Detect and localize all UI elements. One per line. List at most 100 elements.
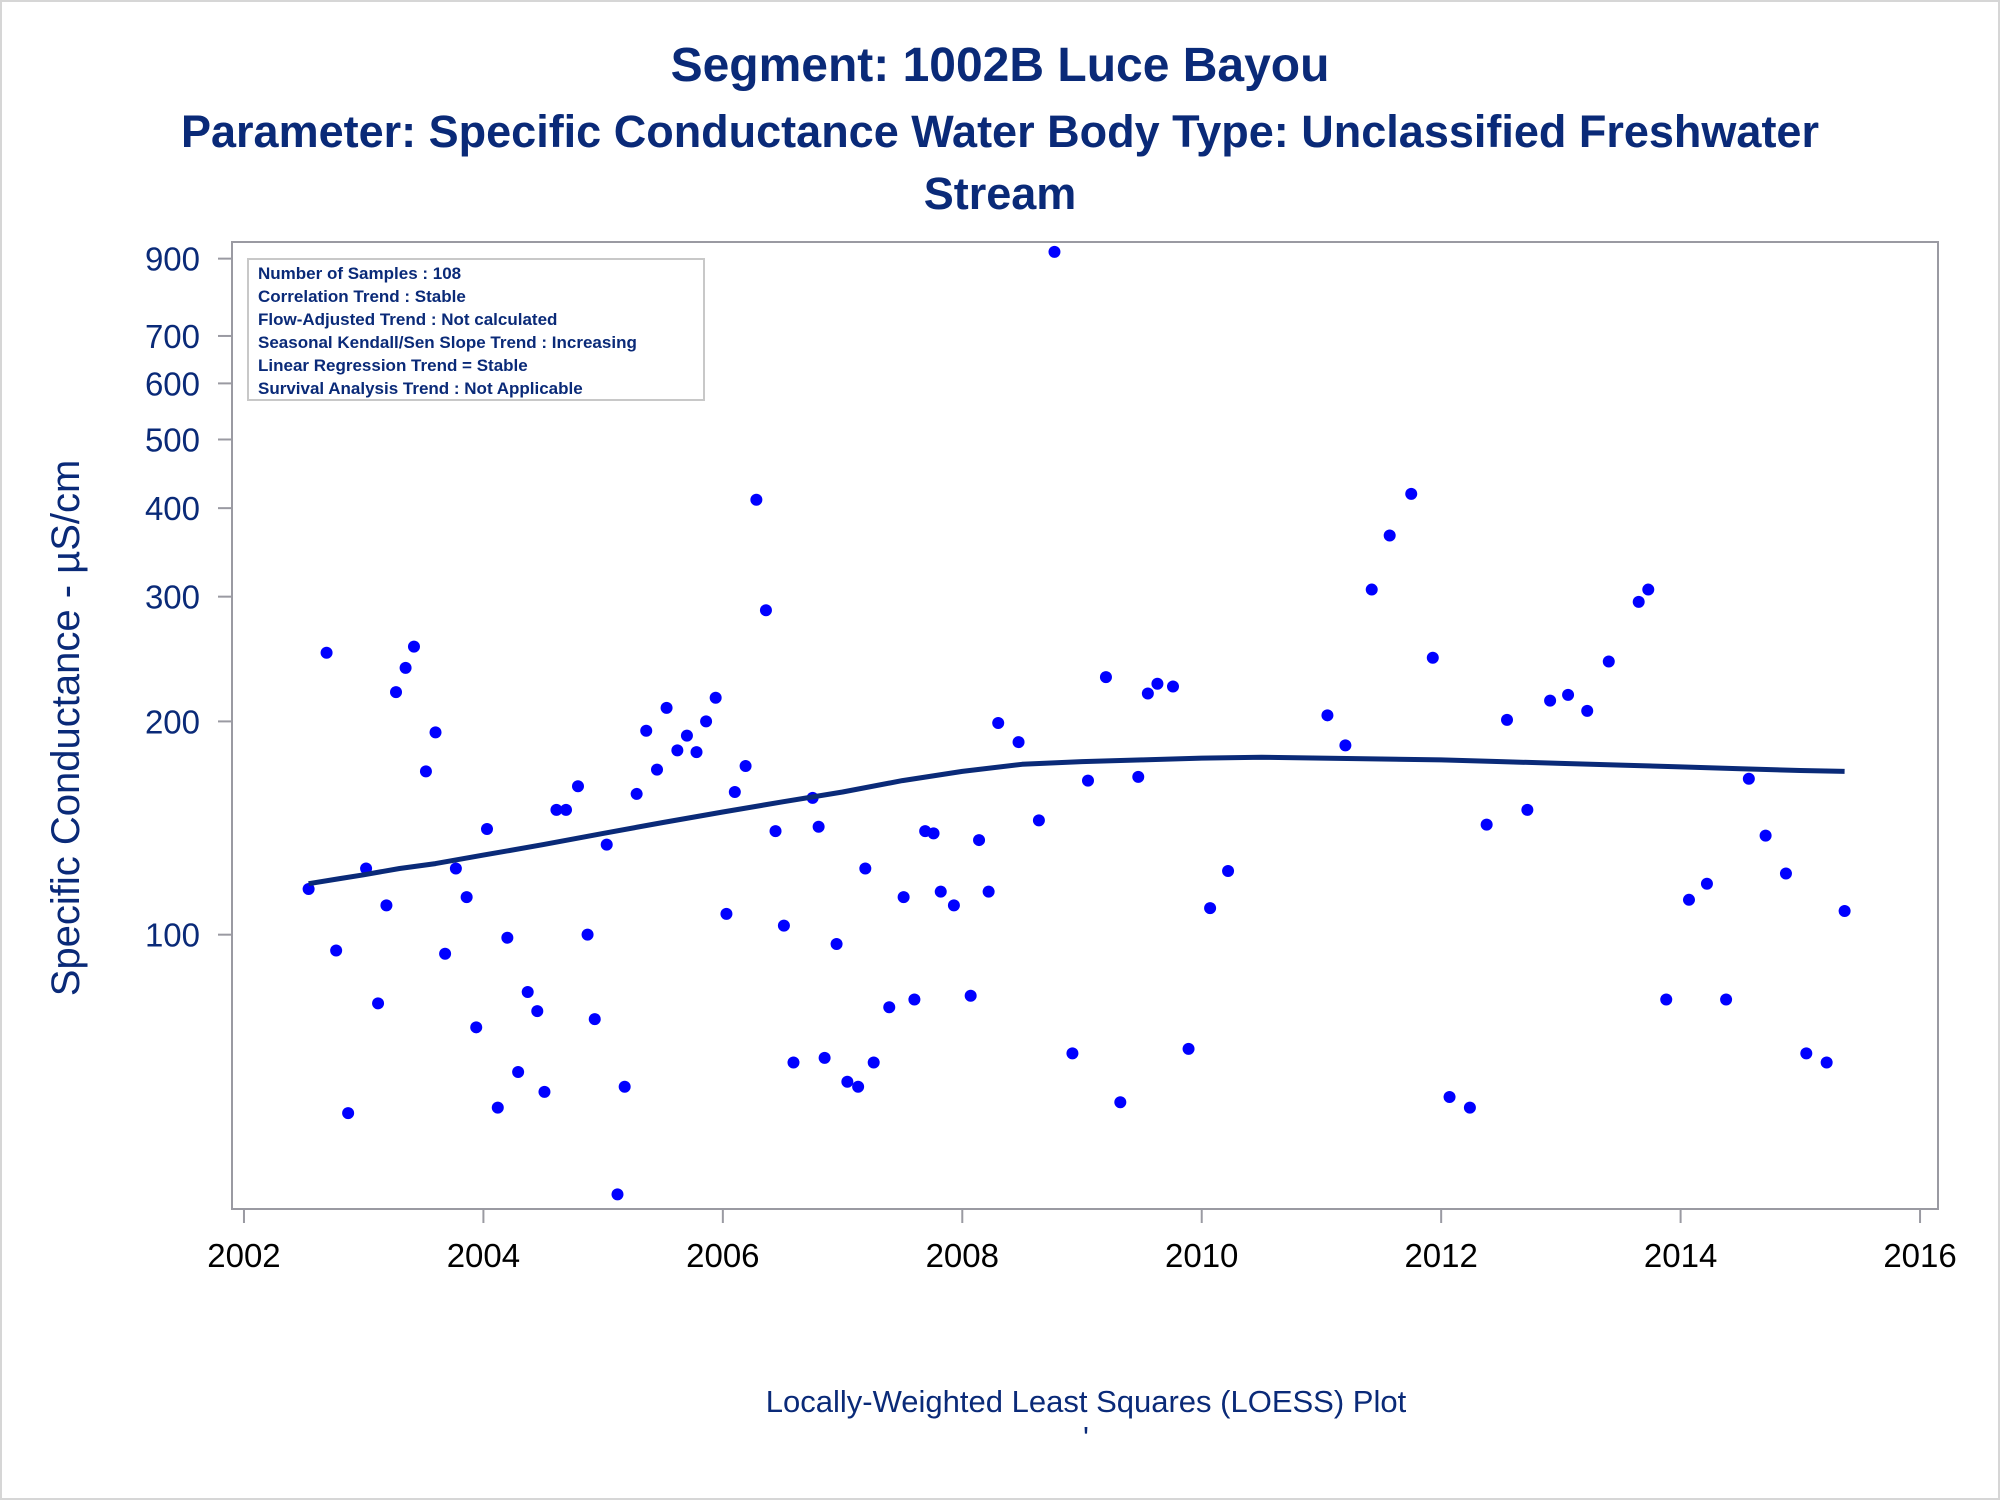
data-point <box>1405 487 1418 500</box>
data-point <box>1581 704 1594 717</box>
footnote-mark: ' <box>1083 1420 1089 1455</box>
data-point <box>1204 902 1217 915</box>
plot-area <box>231 241 1939 1210</box>
data-point <box>1182 1042 1195 1055</box>
data-point <box>1544 694 1557 707</box>
data-point <box>1099 671 1112 684</box>
data-point <box>1365 583 1378 596</box>
data-point <box>1682 893 1695 906</box>
data-point <box>449 862 462 875</box>
data-point <box>460 891 473 904</box>
y-tick-label: 300 <box>145 579 200 616</box>
data-point <box>1521 803 1534 816</box>
data-point <box>439 947 452 960</box>
data-point <box>992 716 1005 729</box>
loess-line <box>308 754 1845 887</box>
data-point <box>611 1188 624 1201</box>
data-point <box>1141 687 1154 700</box>
data-point <box>1151 677 1164 690</box>
data-point <box>1800 1047 1813 1060</box>
data-point <box>407 640 420 653</box>
data-point <box>1321 709 1334 722</box>
data-point <box>934 885 947 898</box>
data-point <box>521 986 534 999</box>
y-tick-label: 900 <box>145 241 200 278</box>
data-point <box>812 820 825 833</box>
x-tick-label: 2010 <box>1165 1237 1238 1274</box>
data-point <box>1132 770 1145 783</box>
data-point <box>1383 529 1396 542</box>
data-point <box>1501 713 1514 726</box>
data-point <box>883 1001 896 1014</box>
data-point <box>750 493 763 506</box>
data-point <box>1838 904 1851 917</box>
data-point <box>720 907 733 920</box>
sample-points <box>302 245 1851 1201</box>
data-point <box>1742 772 1755 785</box>
data-point <box>769 825 782 838</box>
data-point <box>470 1021 483 1034</box>
data-point <box>908 993 921 1006</box>
data-point <box>419 765 432 778</box>
data-point <box>1562 688 1575 701</box>
data-point <box>1602 655 1615 668</box>
chart-subtitle-continued: Stream <box>923 168 1077 219</box>
legend-line: Number of Samples : 108 <box>258 264 461 283</box>
data-point <box>690 746 703 759</box>
y-tick-label: 500 <box>145 421 200 458</box>
data-point <box>1632 595 1645 608</box>
data-point <box>1759 829 1772 842</box>
data-point <box>1114 1096 1127 1109</box>
x-axis: 2002 2004 2006 2008 2010 2012 2014 2016 <box>207 1209 1957 1274</box>
y-tick-label: 200 <box>145 703 200 740</box>
data-point <box>560 803 573 816</box>
y-axis-title: Specific Conductance - µS/cm <box>44 460 88 997</box>
data-point <box>818 1051 831 1064</box>
data-point <box>618 1080 631 1093</box>
data-point <box>1066 1047 1079 1060</box>
data-point <box>982 885 995 898</box>
data-point <box>897 891 910 904</box>
data-point <box>947 899 960 912</box>
legend-line: Flow-Adjusted Trend : Not calculated <box>258 310 557 329</box>
data-point <box>1820 1056 1833 1069</box>
legend-box <box>247 258 705 401</box>
data-point <box>1081 774 1094 787</box>
x-tick-label: 2006 <box>686 1237 759 1274</box>
data-point <box>1463 1101 1476 1114</box>
y-tick-label: 600 <box>145 365 200 402</box>
data-point <box>588 1013 601 1026</box>
y-tick-label: 400 <box>145 490 200 527</box>
data-point <box>630 787 643 800</box>
data-point <box>973 834 986 847</box>
data-point <box>512 1065 525 1078</box>
data-point <box>571 780 584 793</box>
data-point <box>531 1005 544 1018</box>
x-tick-label: 2008 <box>926 1237 999 1274</box>
data-point <box>481 822 494 835</box>
data-point <box>380 899 393 912</box>
data-point <box>1660 993 1673 1006</box>
legend-line: Seasonal Kendall/Sen Slope Trend : Incre… <box>258 333 637 352</box>
data-point <box>660 701 673 714</box>
data-point <box>841 1075 854 1088</box>
data-point <box>538 1085 551 1098</box>
data-point <box>1222 864 1235 877</box>
x-tick-label: 2012 <box>1404 1237 1477 1274</box>
data-point <box>390 686 403 699</box>
data-point <box>342 1107 355 1120</box>
data-point <box>1642 583 1655 596</box>
legend-line: Survival Analysis Trend : Not Applicable <box>258 379 583 398</box>
data-point <box>372 997 385 1010</box>
data-point <box>852 1080 865 1093</box>
data-point <box>1032 814 1045 827</box>
data-point <box>581 928 594 941</box>
data-point <box>640 724 653 737</box>
data-point <box>1779 867 1792 880</box>
data-point <box>651 763 664 776</box>
data-point <box>830 938 843 951</box>
data-point <box>927 827 940 840</box>
y-tick-label: 100 <box>145 917 200 954</box>
